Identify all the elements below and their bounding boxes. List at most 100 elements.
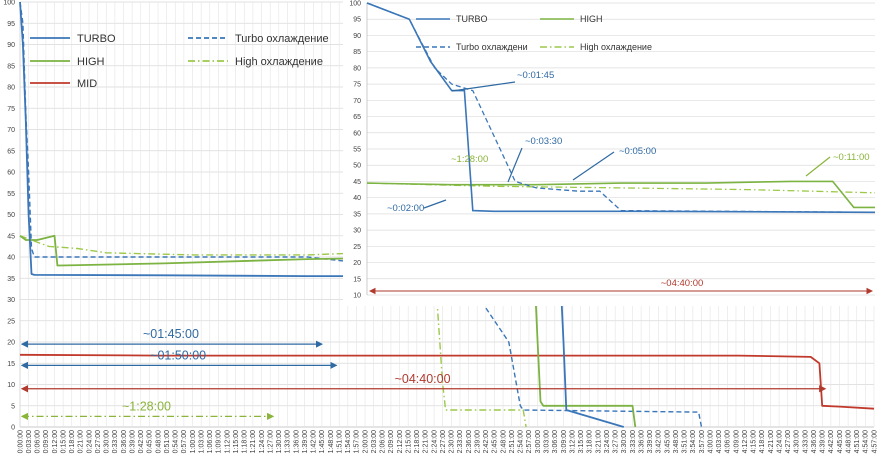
inset-annotation-pointer xyxy=(572,151,615,181)
main-y-tick-label: 5 xyxy=(11,403,15,410)
inset-series-turbo xyxy=(366,2,876,214)
main-x-tick-label: 3:24:00 xyxy=(604,430,611,453)
main-x-tick-label: 4:15:00 xyxy=(751,430,758,453)
main-x-tick-label: 4:33:00 xyxy=(802,430,809,453)
main-y-tick-label: 25 xyxy=(7,318,15,325)
inset-annotation-label: ~1:28:00 xyxy=(451,154,488,165)
main-y-tick-label: 35 xyxy=(7,276,15,283)
main-x-tick-label: 4:27:00 xyxy=(785,430,792,453)
main-x-tick-label: 0:33:00 xyxy=(112,430,119,453)
main-x-tick-label: 0:57:00 xyxy=(181,430,188,453)
main-x-tick-label: 3:51:00 xyxy=(682,430,689,453)
main-x-tick-label: 0:27:00 xyxy=(95,430,102,453)
main-x-tick-label: 0:54:00 xyxy=(173,430,180,453)
inset-y-tick-label: 65 xyxy=(353,114,361,121)
inset-chart: 101520253035404550556065707580859095100 … xyxy=(343,0,877,306)
inset-legend-label: TURBO xyxy=(456,14,488,24)
main-annotation-label: ~04:40:00 xyxy=(395,372,451,386)
inset-legend-label: Turbo охлаждени xyxy=(456,42,528,52)
main-y-tick-label: 70 xyxy=(7,127,15,134)
main-y-tick-label: 60 xyxy=(7,170,15,177)
main-x-tick-label: 4:57:00 xyxy=(871,430,877,453)
inset-annotation-label: ~04:40:00 xyxy=(661,278,704,289)
main-y-tick-label: 10 xyxy=(7,382,15,389)
inset-annotation-pointer xyxy=(507,147,523,183)
inset-y-tick-label: 25 xyxy=(353,244,361,251)
main-x-tick-label: 4:54:00 xyxy=(863,430,870,453)
main-x-tick-label: 0:03:00 xyxy=(26,430,33,453)
inset-gridlines xyxy=(366,2,875,296)
main-x-tick-label: 2:24:00 xyxy=(431,430,438,453)
main-x-tick-label: 2:57:00 xyxy=(526,430,533,453)
main-x-tick-label: 2:27:00 xyxy=(440,430,447,453)
main-x-tick-label: 3:45:00 xyxy=(664,430,671,453)
inset-annotation-label: ~0:03:30 xyxy=(525,136,562,147)
main-x-tick-label: 3:30:00 xyxy=(621,430,628,453)
main-y-tick-label: 85 xyxy=(7,63,15,70)
inset-legend-label: High охлаждение xyxy=(580,42,652,52)
inset-y-tick-label: 10 xyxy=(353,293,361,300)
main-x-tick-label: 2:30:00 xyxy=(449,430,456,453)
inset-annotation-label: ~0:02:00 xyxy=(387,203,424,214)
inset-y-tick-labels: 10 15 20 25 30 35 40 45 50 55 60 65 70 75 80 85 90 95 100 xyxy=(349,1,361,300)
main-x-tick-label: 1:51:00 xyxy=(336,430,343,453)
main-y-tick-label: 15 xyxy=(7,361,15,368)
main-x-tick-label: 0:09:00 xyxy=(43,430,50,453)
main-legend-label: High охлаждение xyxy=(235,56,323,68)
main-x-tick-label: 3:09:00 xyxy=(561,430,568,453)
main-x-tick-label: 2:39:00 xyxy=(474,430,481,453)
inset-y-tick-label: 75 xyxy=(353,82,361,89)
main-x-tick-label: 3:33:00 xyxy=(630,430,637,453)
inset-y-tick-label: 100 xyxy=(349,1,361,8)
main-x-tick-label: 2:09:00 xyxy=(388,430,395,453)
main-legend-label: Turbo охлаждение xyxy=(235,33,329,45)
main-x-tick-label: 3:48:00 xyxy=(673,430,680,453)
main-series-mid xyxy=(19,353,875,410)
main-x-tick-label: 0:39:00 xyxy=(129,430,136,453)
main-x-tick-label: 4:24:00 xyxy=(776,430,783,453)
main-x-tick-label: 1:54:00 xyxy=(345,430,352,453)
main-x-tick-label: 1:21:00 xyxy=(250,430,257,453)
main-y-tick-label: 95 xyxy=(7,21,15,28)
main-x-tick-label: 1:39:00 xyxy=(302,430,309,453)
main-x-tick-label: 4:03:00 xyxy=(716,430,723,453)
main-x-tick-label: 0:24:00 xyxy=(86,430,93,453)
main-x-tick-label: 1:42:00 xyxy=(311,430,318,453)
main-x-tick-label: 1:00:00 xyxy=(190,430,197,453)
main-x-tick-label: 2:00:00 xyxy=(362,430,369,453)
main-x-tick-label: 3:57:00 xyxy=(699,430,706,453)
main-x-tick-label: 3:36:00 xyxy=(638,430,645,453)
main-x-tick-label: 0:30:00 xyxy=(104,430,111,453)
inset-y-tick-label: 60 xyxy=(353,130,361,137)
main-x-tick-label: 1:36:00 xyxy=(293,430,300,453)
main-x-tick-label: 3:21:00 xyxy=(595,430,602,453)
inset-series-lines xyxy=(366,2,876,214)
inset-annotation-pointer xyxy=(805,156,831,177)
main-x-tick-label: 0:06:00 xyxy=(35,430,42,453)
inset-y-tick-label: 15 xyxy=(353,276,361,283)
inset-y-tick-label: 85 xyxy=(353,49,361,56)
main-annotation-label: ~1:28:00 xyxy=(122,399,171,413)
main-y-tick-label: 90 xyxy=(7,42,15,49)
inset-annotation-pointer xyxy=(451,81,516,92)
main-x-tick-label: 4:42:00 xyxy=(828,430,835,453)
main-x-tick-label: 4:00:00 xyxy=(707,430,714,453)
main-legend-label: MID xyxy=(77,78,97,90)
main-x-tick-label: 2:33:00 xyxy=(457,430,464,453)
main-y-tick-label: 75 xyxy=(7,106,15,113)
inset-y-tick-label: 20 xyxy=(353,260,361,267)
main-x-tick-label: 3:54:00 xyxy=(690,430,697,453)
main-x-tick-label: 0:36:00 xyxy=(121,430,128,453)
inset-annotation-label: ~0:05:00 xyxy=(619,146,656,157)
main-x-tick-label: 1:30:00 xyxy=(276,430,283,453)
main-x-tick-label: 2:03:00 xyxy=(371,430,378,453)
main-x-tick-label: 4:45:00 xyxy=(837,430,844,453)
main-x-tick-label: 3:18:00 xyxy=(587,430,594,453)
main-x-tick-label: 2:12:00 xyxy=(397,430,404,453)
main-x-tick-label: 0:21:00 xyxy=(78,430,85,453)
main-x-tick-label: 0:15:00 xyxy=(60,430,67,453)
main-x-tick-label: 4:21:00 xyxy=(768,430,775,453)
inset-series-high xyxy=(366,180,875,209)
main-x-tick-label: 2:45:00 xyxy=(492,430,499,453)
